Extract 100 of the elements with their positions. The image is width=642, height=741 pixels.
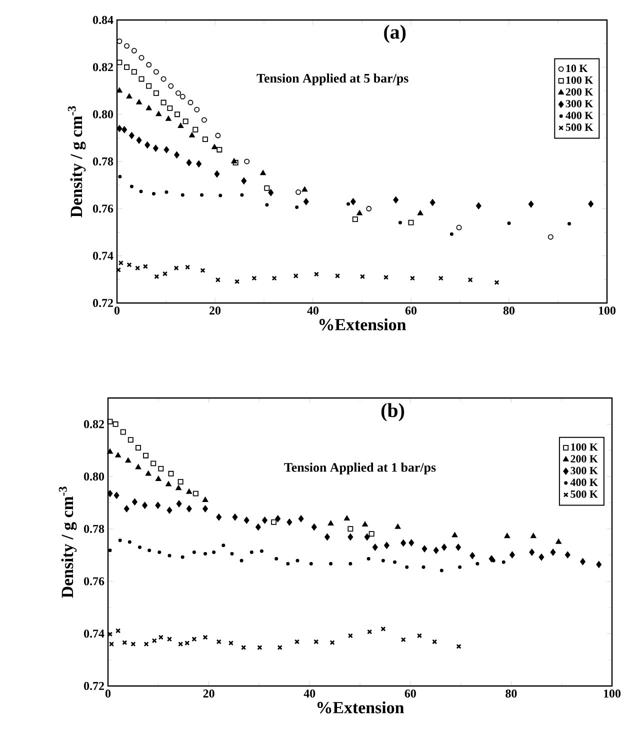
chart-title: (b)	[381, 403, 404, 422]
x-tick-label: 80	[506, 690, 517, 698]
point	[410, 276, 415, 281]
point	[350, 198, 356, 206]
point	[186, 505, 192, 512]
x-axis-title: %Extension	[320, 318, 406, 330]
point	[564, 551, 570, 558]
point	[400, 540, 406, 546]
point	[274, 557, 278, 560]
point	[135, 266, 140, 271]
y-tick-label: 0.80	[93, 110, 114, 118]
point	[372, 544, 378, 551]
point	[126, 93, 132, 98]
legend-label: 100 K	[571, 443, 598, 451]
point	[138, 545, 142, 549]
point	[143, 452, 149, 458]
y-tick-label: 0.76	[84, 577, 104, 586]
point	[295, 206, 299, 209]
annotation: Tension Applied at 1 bar/ps	[284, 462, 436, 474]
point	[153, 90, 159, 96]
point	[303, 198, 309, 206]
y-tick-label: 0.72	[93, 298, 113, 308]
point	[286, 562, 290, 566]
point	[296, 189, 302, 195]
point	[152, 638, 157, 644]
point	[153, 144, 158, 152]
point	[166, 636, 172, 642]
point	[126, 262, 132, 268]
point	[216, 146, 222, 152]
y-tick-label: 0.74	[93, 252, 114, 260]
y-tick-label: 0.72	[84, 682, 104, 690]
point	[185, 264, 190, 270]
point	[202, 505, 208, 512]
point	[154, 274, 160, 280]
point	[122, 126, 128, 134]
point	[507, 222, 511, 226]
point	[348, 534, 354, 540]
point	[360, 274, 366, 280]
point	[548, 234, 554, 240]
point	[250, 550, 254, 554]
y-axis-title: Density / g cm$^{-3}$	[68, 106, 86, 218]
point	[192, 126, 198, 132]
point	[166, 506, 172, 514]
point	[202, 136, 208, 142]
point	[405, 565, 409, 569]
point	[136, 136, 142, 144]
point	[216, 639, 222, 644]
point	[164, 190, 168, 194]
point	[416, 633, 422, 638]
x-tick-label: 60	[405, 306, 417, 315]
point	[381, 558, 385, 562]
point	[212, 550, 216, 554]
point	[456, 544, 461, 551]
y-tick-label: 0.78	[84, 524, 104, 533]
point	[330, 640, 335, 646]
point	[260, 170, 266, 176]
point	[241, 177, 247, 184]
point	[125, 458, 132, 463]
point	[309, 562, 313, 566]
y-tick-label: 0.82	[93, 63, 113, 72]
point	[180, 193, 184, 197]
point	[142, 502, 148, 509]
point	[192, 490, 198, 496]
point	[476, 562, 480, 566]
point	[164, 146, 170, 154]
x-tick-label: 0	[114, 306, 120, 315]
point	[107, 490, 113, 497]
point	[470, 552, 476, 560]
point	[148, 548, 152, 552]
point	[352, 216, 358, 222]
point	[124, 64, 130, 70]
point	[240, 193, 244, 197]
point	[118, 538, 122, 542]
point	[346, 202, 350, 206]
point	[441, 544, 447, 551]
x-tick-label: 80	[503, 306, 515, 315]
legend-label: 500 K	[566, 124, 594, 131]
point	[348, 526, 354, 532]
point	[265, 203, 269, 207]
point	[160, 100, 166, 106]
point	[146, 83, 152, 89]
point	[232, 514, 238, 521]
point	[260, 549, 264, 553]
point	[156, 111, 162, 116]
point	[128, 540, 132, 544]
point	[130, 184, 134, 188]
point	[314, 272, 319, 277]
point	[115, 452, 121, 458]
point	[440, 568, 444, 572]
point	[204, 552, 208, 556]
point	[268, 189, 274, 196]
point	[194, 106, 200, 112]
point	[456, 224, 462, 230]
point	[180, 555, 184, 559]
point	[408, 539, 414, 546]
point	[393, 560, 397, 564]
point	[275, 515, 281, 522]
point	[256, 524, 261, 531]
point	[311, 524, 317, 531]
point	[394, 524, 401, 529]
